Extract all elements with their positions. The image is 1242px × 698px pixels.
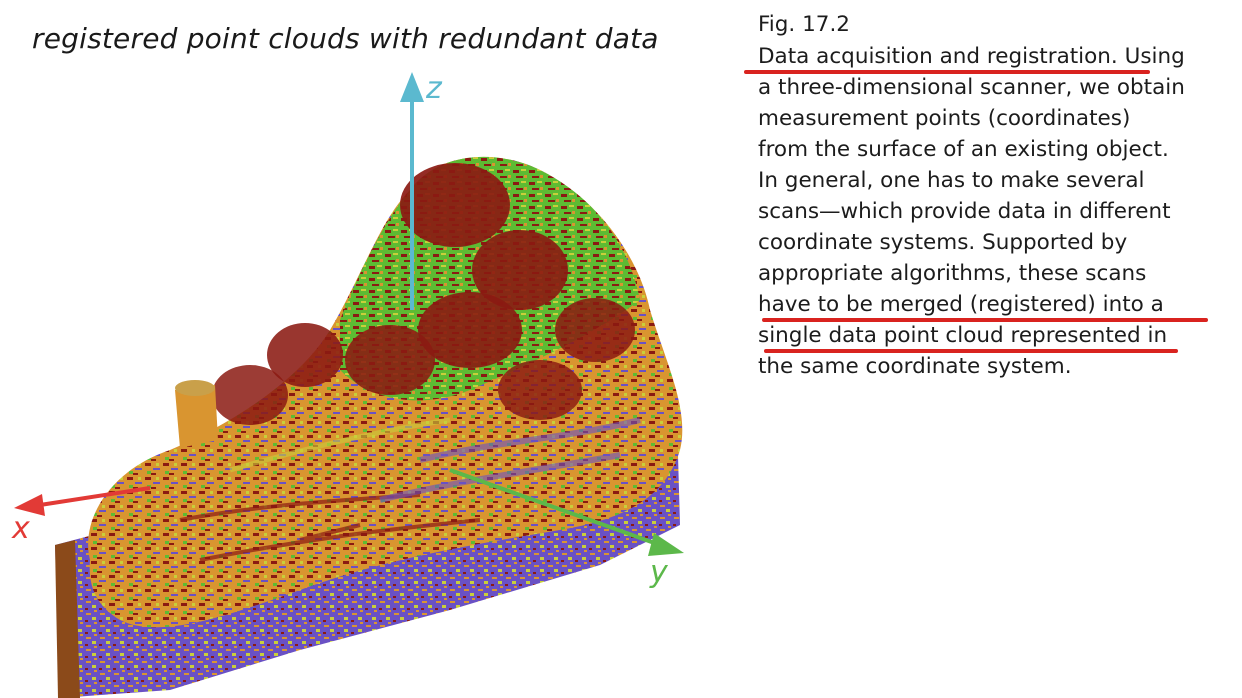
z-axis <box>400 72 424 310</box>
caption-label: Fig. 17.2 <box>758 12 850 37</box>
bump-4 <box>345 325 435 395</box>
point-cloud-figure: z x y <box>11 71 684 698</box>
figure-title: registered point clouds with redundant d… <box>32 22 659 55</box>
bump-6 <box>212 365 288 425</box>
bump-5 <box>267 323 343 387</box>
highlight-underline-3 <box>764 349 1178 353</box>
caption-line-6: scans—which provide data in different <box>758 199 1171 224</box>
y-axis <box>449 468 684 556</box>
y-axis-label: y <box>649 555 669 590</box>
caption-line-9: have to be merged (registered) into a <box>758 292 1164 317</box>
x-axis-label: x <box>11 511 30 546</box>
left-pillar <box>175 385 218 448</box>
bump-7 <box>555 298 635 362</box>
caption-line-1: Data acquisition and registration. Using <box>758 44 1185 69</box>
caption-line-4: from the surface of an existing object. <box>758 137 1169 162</box>
caption-line-5: In general, one has to make several <box>758 168 1145 193</box>
caption-line-11: the same coordinate system. <box>758 354 1072 379</box>
caption-line-8: appropriate algorithms, these scans <box>758 261 1147 286</box>
caption-line-3: measurement points (coordinates) <box>758 106 1131 131</box>
x-axis <box>14 486 151 516</box>
bump-8 <box>498 360 582 420</box>
caption-line-10: single data point cloud represented in <box>758 323 1168 348</box>
highlight-underline-1 <box>744 70 1150 74</box>
bump-3 <box>418 292 522 368</box>
bump-1 <box>400 163 510 247</box>
highlight-underline-2 <box>762 318 1208 322</box>
caption-line-2: a three-dimensional scanner, we obtain <box>758 75 1185 100</box>
bump-2 <box>472 230 568 310</box>
object-base-front <box>55 540 80 698</box>
z-axis-label: z <box>425 71 443 106</box>
caption-line-7: coordinate systems. Supported by <box>758 230 1128 255</box>
